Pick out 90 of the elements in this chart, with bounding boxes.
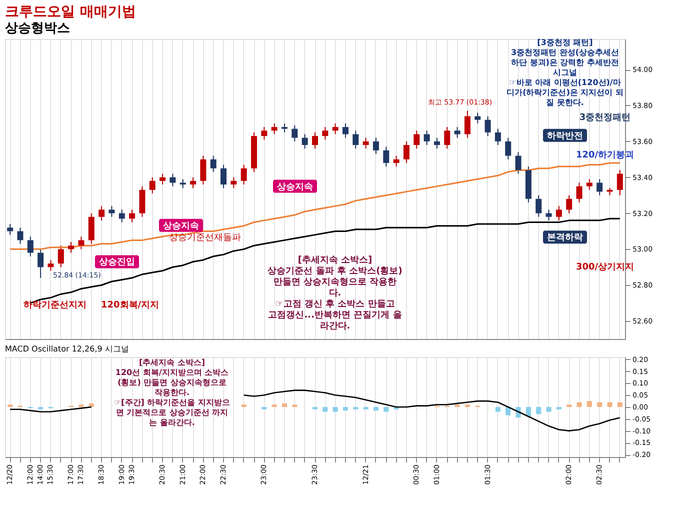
bar: [576, 402, 582, 407]
candlestick: [108, 206, 115, 218]
annotation: 300/상기지지: [576, 262, 634, 272]
candlestick: [7, 224, 14, 236]
annotation: 상승지속: [277, 182, 313, 192]
bar: [597, 402, 602, 407]
bar: [373, 407, 378, 411]
candlestick: [302, 134, 308, 150]
candlestick: [434, 137, 440, 150]
bar: [506, 407, 511, 416]
candlestick: [200, 155, 206, 186]
candlestick: [332, 122, 338, 135]
candlestick: [271, 122, 278, 135]
candlestick: [464, 110, 470, 138]
bar: [617, 402, 622, 407]
candlestick: [322, 126, 328, 140]
candlestick: [17, 227, 24, 244]
annotation: 상승지속: [163, 221, 199, 232]
candlestick: [494, 128, 501, 146]
annotation: 본격하락: [547, 233, 583, 244]
candlestick: [424, 130, 430, 146]
candlestick: [586, 178, 592, 190]
candlestick: [383, 146, 390, 168]
annotation: 120회복/지지: [100, 300, 160, 310]
annotation: [추세지속 소박스] 상승기준선 돌파 후 소박스(횡보) 만들면 상승지속형으로 작용한 다. ☞고점 갱신 후 소박스 만들고 고점갱신...반복하면 끈질기게 올 라간다.: [268, 255, 402, 332]
bar: [586, 401, 592, 407]
candlestick: [261, 126, 268, 140]
bar: [322, 407, 328, 412]
candlestick: [342, 122, 348, 138]
candlestick: [393, 155, 400, 168]
candlestick: [27, 236, 34, 257]
bar: [526, 407, 531, 417]
bar: [342, 407, 348, 411]
candlestick: [139, 186, 146, 218]
candlestick: [88, 212, 94, 244]
candlestick: [292, 124, 298, 142]
candlestick: [352, 130, 359, 150]
annotation: 3중천정패턴: [579, 113, 631, 124]
candlestick: [210, 155, 216, 172]
annotation: 상승기준선재돌파: [169, 233, 241, 244]
bar: [88, 403, 94, 407]
candlestick: [596, 178, 603, 196]
candlestick: [616, 170, 623, 196]
candlestick: [312, 132, 318, 150]
bar: [536, 407, 542, 414]
candlestick: [48, 259, 54, 272]
candlestick: [118, 209, 125, 223]
candlestick: [403, 140, 410, 164]
candlestick: [556, 206, 562, 221]
candlestick: [362, 137, 369, 150]
candlestick: [444, 126, 450, 150]
candlestick: [414, 130, 420, 150]
candlestick: [78, 236, 84, 250]
bar: [546, 407, 552, 412]
candlestick: [190, 176, 196, 189]
chart-title: MACD Oscillator 12,26,9 시그널: [5, 344, 129, 354]
bar: [495, 407, 500, 412]
candlestick: [68, 241, 74, 254]
candlestick: [546, 209, 552, 221]
annotation: [3중천정 패턴] 3중천정패턴 완성(상승추세선 하단 붕괴)은 강력한 추세반전 시그널 ☞바로 아래 이평선(120선)/마 디가(하락기준선)은 지지선이 되 질 못한다.: [506, 38, 624, 107]
annotation: 하락기준선지지: [24, 300, 86, 310]
annotation: [추세지속 소박스] 120선 회복/지지받으며 소박스 (횡보) 만들면 상승지속형으로 작용한다. ☞[주간] 하락기준선을 지지받으 면 기본적으로 상승기준선 까지 는 올라간다.: [114, 358, 230, 427]
chart-title: 크루드오일 매매기법: [5, 4, 136, 20]
candlestick: [505, 137, 512, 160]
bar: [607, 402, 612, 407]
candlestick: [454, 126, 460, 138]
annotation: 상승진입: [99, 258, 135, 268]
candlestick: [372, 137, 379, 154]
candlestick: [58, 245, 64, 268]
candlestick: [129, 209, 136, 223]
candlestick: [515, 152, 522, 174]
candlestick: [160, 173, 166, 186]
candlestick: [566, 194, 572, 214]
annotation: 하락반전: [547, 131, 583, 142]
candlestick: [536, 194, 542, 218]
candlestick: [170, 173, 176, 187]
chart-subtitle: 상승형박스: [5, 21, 70, 36]
candlestick: [38, 248, 44, 278]
candlestick: [98, 206, 105, 221]
candlestick: [576, 182, 582, 203]
bar: [332, 407, 338, 412]
candlestick: [230, 176, 237, 189]
candlestick: [240, 164, 247, 186]
candlestick: [484, 116, 491, 137]
annotation: 120/하기붕괴: [576, 150, 634, 160]
bar: [282, 403, 288, 407]
candlestick: [149, 176, 156, 194]
bar: [384, 407, 389, 412]
candlestick: [474, 112, 481, 124]
candlestick: [220, 164, 227, 189]
